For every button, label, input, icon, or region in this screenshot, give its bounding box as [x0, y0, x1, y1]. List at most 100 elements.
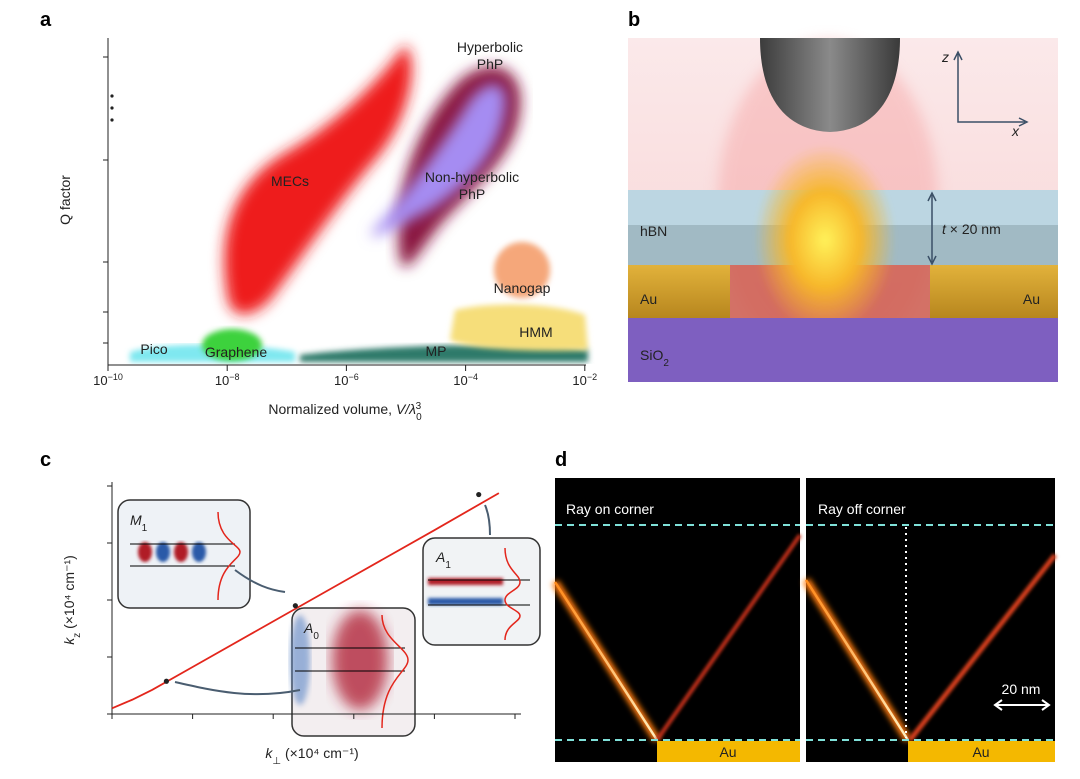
- layer-label: SiO2: [640, 347, 669, 369]
- x-tick-label: 10−2: [572, 372, 597, 388]
- axes-heads: [953, 50, 1029, 127]
- au-label: Au: [972, 744, 989, 760]
- thickness-label-part: × 20 nm: [946, 221, 1001, 237]
- inset-a1: [422, 537, 541, 646]
- mecs-region: [224, 45, 412, 315]
- panel-a-regions: [130, 45, 588, 362]
- region-label: Pico: [140, 341, 167, 357]
- mode-point: [476, 491, 482, 498]
- x-axis-label: k⊥ (×10⁴ cm⁻¹): [265, 745, 358, 767]
- scale-heads: [993, 699, 1051, 711]
- ray-reflected: [655, 533, 802, 742]
- a1-profile: [504, 547, 521, 641]
- ray: [804, 579, 910, 741]
- inset-label-part: 1: [445, 560, 451, 571]
- x-axis-label-part: ⊥: [272, 756, 281, 767]
- image-title: Ray on corner: [566, 501, 654, 517]
- non-hyperbolic-region: [370, 83, 506, 236]
- arrow: [234, 569, 286, 593]
- x-tick-base: 10: [453, 373, 467, 388]
- tip: [760, 38, 900, 132]
- x-axis-label: Normalized volume, V/λ03: [268, 401, 422, 423]
- x-axis-label-part: Normalized volume,: [268, 401, 396, 417]
- thickness-label: t × 20 nm: [942, 221, 1001, 237]
- layer-label: Au: [640, 291, 657, 307]
- thickness-label-part: t: [942, 221, 947, 237]
- region-label: PhP: [459, 186, 485, 202]
- a1-pattern: [428, 578, 503, 605]
- axis-break-dot: [110, 118, 114, 122]
- au-label: Au: [719, 744, 736, 760]
- x-tick-exp: −8: [229, 372, 239, 382]
- y-axis-label-part: k: [61, 637, 77, 645]
- axis-x: x: [1011, 123, 1020, 139]
- panel-letter: b: [628, 9, 640, 31]
- image-left: [555, 478, 800, 762]
- x-axis-label-part: k: [265, 745, 273, 761]
- mode-point: [292, 603, 298, 609]
- region-label: Non-hyperbolic: [425, 169, 519, 185]
- axis-break-dot: [110, 94, 114, 98]
- x-axis-label-part: 3: [416, 401, 422, 412]
- a0-pattern: [290, 615, 310, 705]
- region-label: Nanogap: [494, 280, 551, 296]
- m1-profile: [217, 511, 241, 601]
- x-tick-exp: −2: [587, 372, 597, 382]
- a0-pattern: [332, 610, 388, 710]
- y-axis-label: kz (×10⁴ cm⁻¹): [61, 555, 83, 645]
- x-tick-exp: −10: [108, 372, 123, 382]
- region-label: Graphene: [205, 344, 267, 360]
- inset-label-part: M: [130, 512, 142, 528]
- inset-label: A0: [303, 620, 319, 642]
- region-label: MP: [426, 343, 447, 359]
- inset-label: M1: [130, 512, 148, 534]
- layer-label: hBN: [640, 223, 667, 239]
- panel-letter: d: [555, 449, 567, 471]
- ray-reflected: [908, 553, 1057, 742]
- x-axis-label-part: 0: [416, 412, 422, 423]
- scale-label: 20 nm: [1002, 681, 1041, 697]
- image-right: [806, 478, 1055, 762]
- nanogap-region: [494, 242, 550, 298]
- layer-label-part: SiO: [640, 347, 663, 363]
- hotspot: [755, 145, 895, 335]
- sio2-layer: [628, 318, 1058, 382]
- x-tick-label: 10−10: [93, 372, 123, 388]
- au-right: [930, 265, 1058, 318]
- x-tick-label: 10−4: [453, 372, 478, 388]
- image-title: Ray off corner: [818, 501, 906, 517]
- region-label: HMM: [519, 324, 552, 340]
- inset-label-part: A: [435, 549, 445, 565]
- hmm-region: [450, 304, 588, 351]
- x-tick-exp: −6: [349, 372, 359, 382]
- axis-break-dot: [110, 106, 114, 110]
- panel-b-image: [628, 38, 1058, 382]
- dispersion-line: [111, 492, 500, 710]
- au-bar: [657, 741, 800, 762]
- arrow: [174, 681, 301, 696]
- ray: [553, 581, 659, 741]
- x-tick-base: 10: [215, 373, 229, 388]
- a0-profile: [381, 614, 409, 729]
- x-tick-base: 10: [334, 373, 348, 388]
- arrow-heads: [927, 191, 937, 266]
- x-tick-base: 10: [572, 373, 586, 388]
- mode-point: [163, 678, 170, 684]
- au-left: [628, 265, 730, 318]
- inset-label-part: 1: [142, 523, 148, 534]
- m1-pattern: [138, 542, 206, 562]
- axis-z: z: [941, 49, 949, 65]
- inset-label-part: 0: [313, 631, 319, 642]
- graphene-region: [202, 329, 262, 361]
- x-tick-exp: −4: [468, 372, 478, 382]
- x-axis-label-part: V/λ: [396, 401, 416, 417]
- layer-label: Au: [1023, 291, 1040, 307]
- au-bar: [908, 741, 1055, 762]
- panel-c-insets: [117, 499, 541, 737]
- arrow: [484, 504, 491, 536]
- y-axis-label-part: (×10⁴ cm⁻¹): [61, 555, 77, 633]
- x-tick-label: 10−8: [215, 372, 240, 388]
- region-label: MECs: [271, 173, 309, 189]
- x-tick-base: 10: [93, 373, 107, 388]
